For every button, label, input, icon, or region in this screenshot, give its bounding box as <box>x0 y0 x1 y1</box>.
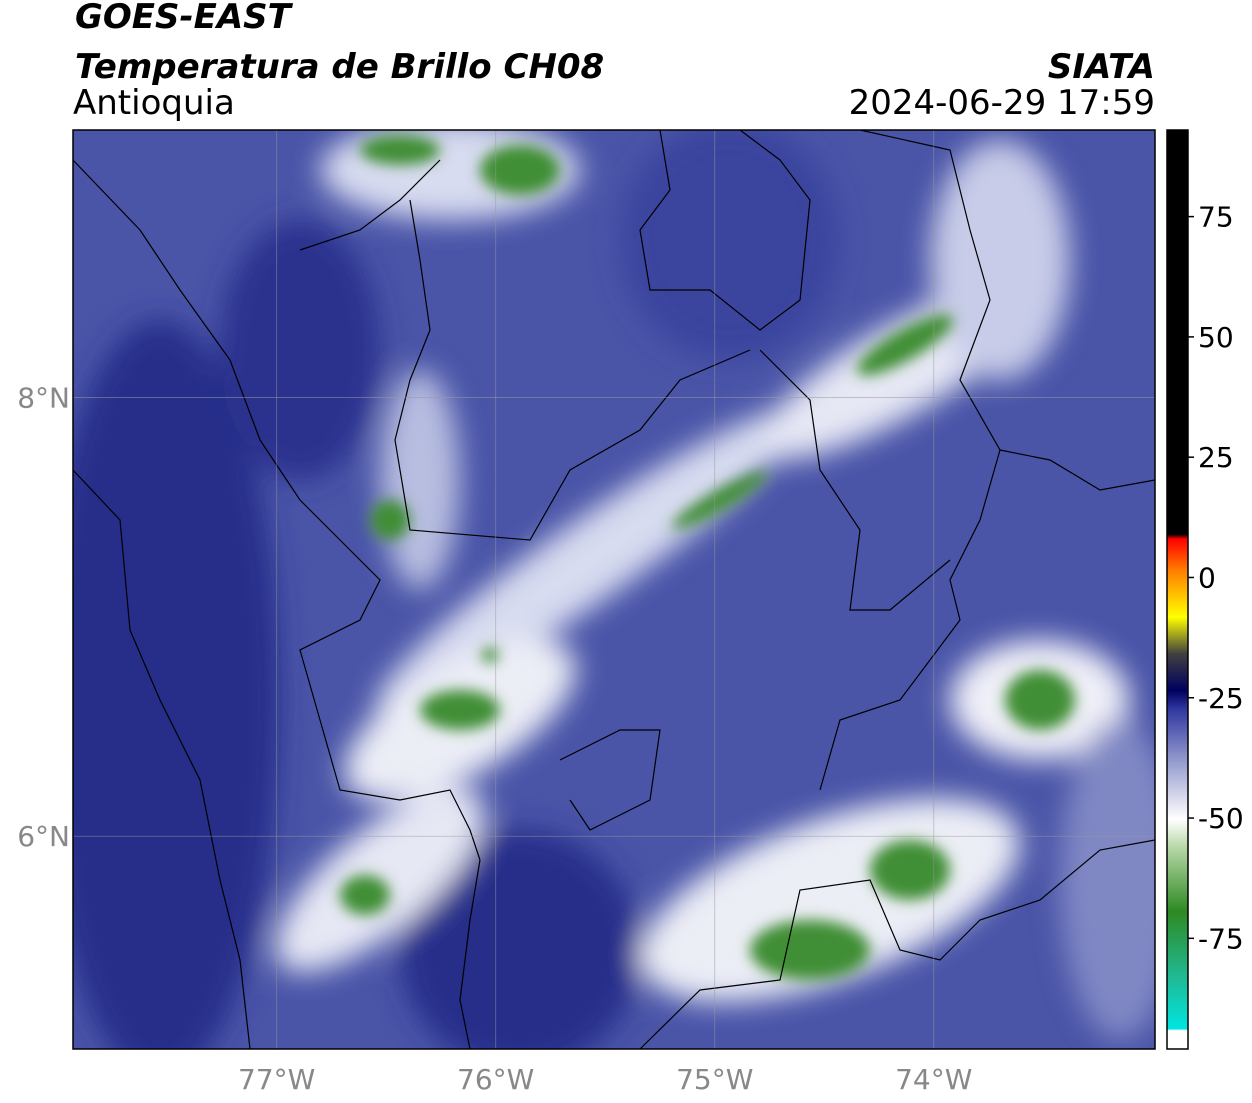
satellite-image <box>73 130 1155 1049</box>
lat-tick-label: 6°N <box>17 820 70 853</box>
lat-tick-label: 8°N <box>17 382 70 415</box>
colorbar-tick-label: -75 <box>1198 922 1244 955</box>
map-frame <box>72 129 1156 1050</box>
lon-tick-label: 76°W <box>457 1063 534 1096</box>
colorbar-tick-label: 25 <box>1198 441 1234 474</box>
region-label: Antioquia <box>73 83 235 123</box>
colorbar-tick-label: 50 <box>1198 321 1234 354</box>
colorbar-tick-label: -50 <box>1198 802 1244 835</box>
colorbar-tick-label: 75 <box>1198 201 1234 234</box>
product-title: Temperatura de Brillo CH08 <box>75 47 604 87</box>
lon-tick-label: 75°W <box>676 1063 753 1096</box>
agency-label: SIATA <box>1048 47 1155 87</box>
satellite-title: GOES-EAST <box>75 0 294 37</box>
lon-tick-label: 74°W <box>895 1063 972 1096</box>
lon-tick-label: 77°W <box>238 1063 315 1096</box>
colorbar-tick-label: -25 <box>1198 682 1244 715</box>
colorbar-tick-label: 0 <box>1198 561 1216 594</box>
colorbar <box>1166 129 1189 1050</box>
map-grid <box>73 130 1155 1049</box>
datetime-label: 2024-06-29 17:59 <box>849 83 1155 123</box>
